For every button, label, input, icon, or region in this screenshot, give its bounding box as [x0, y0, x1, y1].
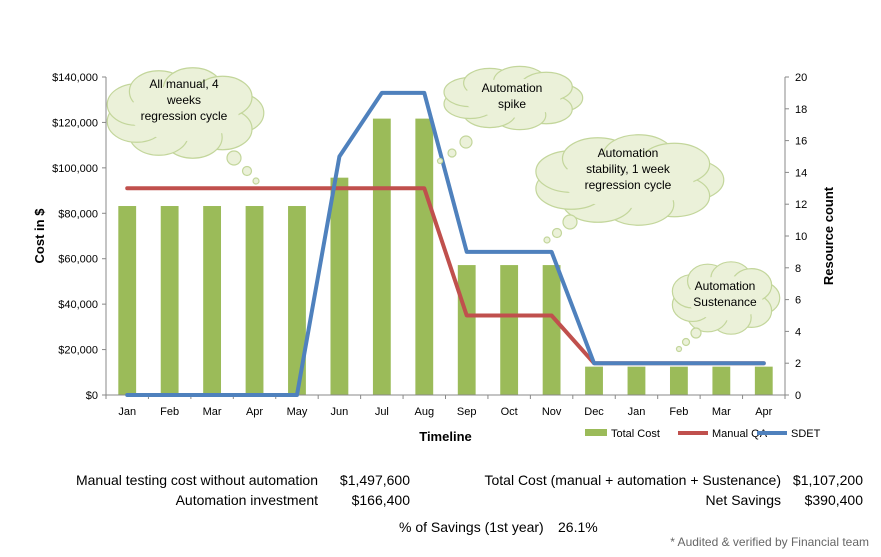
bar-total-cost-3: [245, 206, 264, 395]
x-tick-label: Apr: [755, 406, 772, 418]
primary-tick-label: $40,000: [58, 299, 98, 311]
bar-total-cost-15: [754, 366, 773, 395]
cloud-annotation-text: Sustenance: [693, 295, 757, 309]
x-tick-label: Nov: [542, 406, 562, 418]
primary-tick-label: $140,000: [52, 72, 98, 84]
bar-total-cost-9: [500, 265, 519, 395]
primary-tick-label: $20,000: [58, 345, 98, 357]
cloud-tail-bubble: [675, 345, 683, 353]
x-tick-label: Jul: [375, 406, 389, 418]
cloud-annotation-text: All manual, 4: [149, 77, 219, 91]
primary-tick-label: $0: [86, 390, 98, 402]
primary-axis-title: Cost in $: [32, 208, 47, 264]
secondary-axis-title: Resource count: [821, 186, 836, 285]
x-tick-label: Mar: [203, 406, 222, 418]
secondary-tick-label: 20: [795, 72, 807, 84]
cloud-annotation-text: stability, 1 week: [586, 162, 671, 176]
cloud-annotation-text: spike: [498, 97, 526, 111]
total-cost-label: Total Cost (manual + automation + Susten…: [484, 472, 781, 488]
cost-resource-chart: $0 $20,000 $40,000 $60,000 $80,000 $100,000 $1…: [32, 65, 836, 444]
cloud-tail-bubble: [459, 135, 473, 149]
x-tick-label: Feb: [669, 406, 688, 418]
x-tick-label: Apr: [246, 406, 263, 418]
bar-total-cost-0: [118, 206, 137, 395]
cloud-annotation-text: regression cycle: [141, 109, 228, 123]
secondary-tick-label: 10: [795, 231, 807, 243]
automation-investment-value: $166,400: [351, 492, 410, 508]
legend-label-total-cost: Total Cost: [611, 428, 660, 440]
manual-cost-label: Manual testing cost without automation: [75, 472, 318, 488]
secondary-tick-label: 6: [795, 295, 801, 307]
cloud-body: [129, 85, 239, 141]
x-tick-label: Jan: [628, 406, 646, 418]
cloud-body: [562, 152, 694, 208]
bar-total-cost-6: [372, 118, 391, 395]
bar-total-cost-8: [457, 265, 476, 395]
bar-total-cost-10: [542, 265, 561, 395]
secondary-tick-label: 14: [795, 167, 807, 179]
cloud-tail-bubble: [252, 177, 260, 185]
cloud-tail-bubble: [551, 227, 563, 239]
cloud-tail-bubble: [690, 327, 702, 339]
x-tick-label: May: [287, 406, 308, 418]
cloud-tail-bubble: [681, 337, 691, 347]
legend-swatch-total-cost: [585, 429, 607, 436]
x-tick-label: Oct: [501, 406, 518, 418]
cloud-tail-bubble: [436, 157, 444, 165]
secondary-tick-label: 0: [795, 390, 801, 402]
bar-total-cost-2: [203, 206, 222, 395]
cloud-tail-bubble: [543, 236, 551, 244]
cloud-tail-bubble: [447, 148, 457, 158]
x-tick-label: Sep: [457, 406, 477, 418]
cloud-annotation-text: Automation: [482, 81, 543, 95]
secondary-tick-label: 12: [795, 199, 807, 211]
secondary-tick-label: 16: [795, 136, 807, 148]
primary-tick-label: $120,000: [52, 117, 98, 129]
cloud-body: [687, 275, 763, 321]
bar-total-cost-11: [585, 366, 603, 395]
x-tick-label: Jun: [331, 406, 349, 418]
secondary-tick-label: 8: [795, 263, 801, 275]
net-savings-value: $390,400: [804, 492, 863, 508]
cloud-annotation-text: Automation: [695, 279, 756, 293]
x-tick-label: Jan: [118, 406, 136, 418]
line-sdet: [125, 90, 766, 397]
audit-footnote: * Audited & verified by Financial team: [670, 535, 869, 549]
legend-label-sdet: SDET: [791, 428, 821, 440]
cloud-tail-bubble: [562, 214, 578, 230]
bar-total-cost-4: [288, 206, 306, 395]
cloud-tail-bubble: [226, 150, 242, 166]
bar-total-cost-7: [415, 118, 434, 395]
primary-tick-label: $80,000: [58, 208, 98, 220]
savings-percent-value: 26.1%: [558, 519, 598, 535]
secondary-tick-label: 4: [795, 326, 801, 338]
manual-cost-value: $1,497,600: [339, 472, 410, 488]
bar-total-cost-12: [627, 366, 646, 395]
automation-investment-label: Automation investment: [175, 492, 318, 508]
net-savings-label: Net Savings: [705, 492, 781, 508]
bar-total-cost-13: [669, 366, 688, 395]
primary-tick-label: $100,000: [52, 163, 98, 175]
x-tick-label: Aug: [414, 406, 434, 418]
legend-label-manual-qa: Manual QA: [712, 428, 768, 440]
secondary-tick-label: 2: [795, 358, 801, 370]
x-tick-label: Mar: [712, 406, 731, 418]
x-tick-label: Feb: [160, 406, 179, 418]
total-cost-value: $1,107,200: [792, 472, 863, 488]
bar-total-cost-5: [330, 177, 349, 395]
cloud-annotation-text: weeks: [166, 93, 201, 107]
bar-total-cost-14: [712, 366, 731, 395]
secondary-tick-label: 18: [795, 104, 807, 116]
cloud-tail-bubble: [241, 165, 253, 177]
bar-total-cost-1: [160, 206, 179, 395]
cloud-body: [463, 78, 561, 118]
savings-percent-label: % of Savings (1st year): [399, 519, 544, 535]
x-axis-title: Timeline: [419, 429, 472, 444]
primary-tick-label: $60,000: [58, 254, 98, 266]
cloud-annotation-text: regression cycle: [585, 178, 672, 192]
cloud-annotation-text: Automation: [598, 146, 659, 160]
x-tick-label: Dec: [584, 406, 604, 418]
